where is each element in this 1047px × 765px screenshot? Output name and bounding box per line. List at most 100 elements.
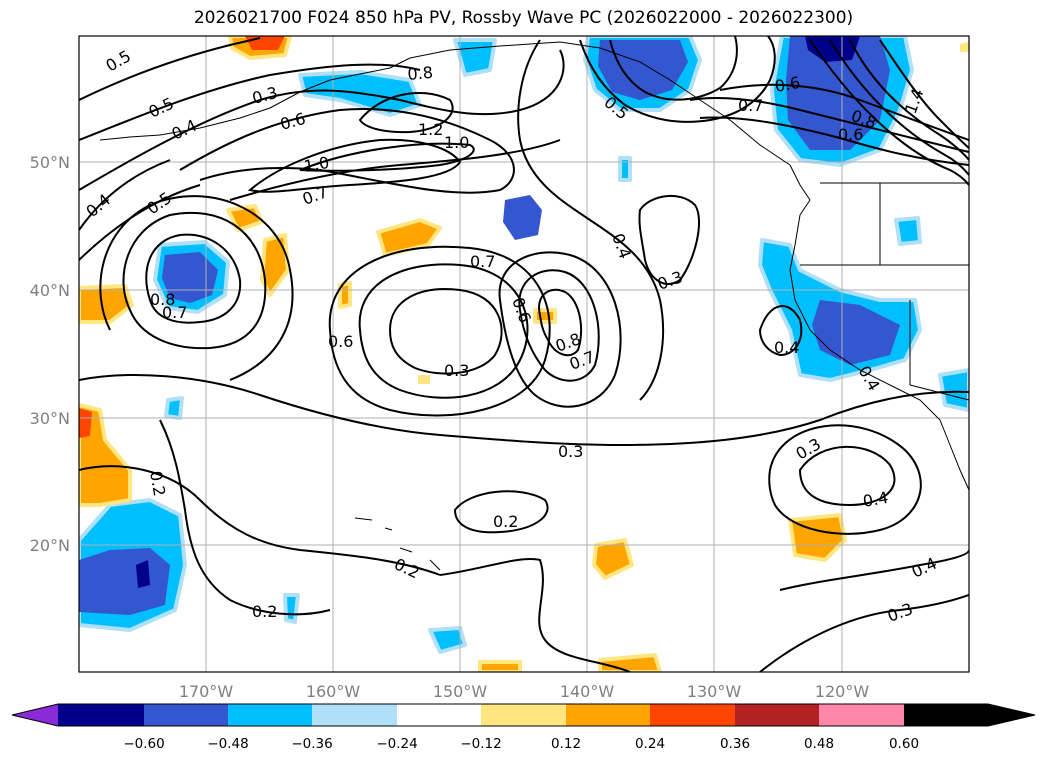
contour-1.4-east (879, 39, 969, 149)
contour-0.4-southeast (779, 549, 969, 591)
pv-contours (79, 36, 969, 672)
contour-0.3-center (388, 288, 503, 375)
clabel: 0.4 (774, 338, 799, 357)
lon-label: 170°W (179, 682, 234, 701)
contour-0.2-a (79, 465, 441, 576)
clabel: 1.2 (418, 120, 443, 139)
contour-0.8-west (145, 233, 242, 324)
fill-neg-lowerleft-core (79, 548, 170, 615)
coast-aleutians (99, 134, 161, 141)
lat-label: 30°N (30, 409, 70, 428)
fill-pos-small9 (478, 660, 522, 672)
contour-0.2-b (159, 419, 331, 616)
coast-westus (789, 214, 969, 491)
contour-0.6-center (358, 263, 529, 399)
contour-0.3-southeast (759, 594, 969, 672)
graticule (79, 36, 969, 672)
clabel: 0.3 (444, 361, 469, 380)
colorbar-outline (11, 703, 1036, 727)
clabel: 0.2 (252, 602, 277, 621)
contour-0.3-eastloop2 (768, 424, 922, 535)
colorbar: −0.60 −0.48 −0.36 −0.24 −0.12 0.12 0.24 … (11, 703, 1036, 752)
contour-0.5-north (79, 37, 261, 101)
fill-neg-small6 (894, 216, 922, 246)
colorbar-tick-label: −0.60 (123, 736, 164, 752)
lat-label: 50°N (30, 153, 70, 172)
plot-title: 2026021700 F024 850 hPa PV, Rossby Wave … (193, 8, 854, 28)
fill-pos-small8 (598, 653, 662, 672)
clabel: 1.0 (302, 153, 330, 176)
contour-0.6-west (99, 195, 294, 381)
contour-1.0 (299, 142, 475, 172)
colorbar-bin (312, 704, 397, 726)
colorbar-bin (566, 704, 650, 726)
fill-neg-small3 (428, 626, 467, 654)
contour-0.3-long (79, 374, 969, 447)
coastlines (99, 41, 969, 571)
fill-pos-westedge (79, 284, 134, 324)
contour-tight3 (809, 39, 969, 186)
colorbar-bin (144, 704, 228, 726)
contour-0.5-ak (579, 36, 776, 123)
colorbar-bin (735, 704, 819, 726)
colorbar-bin (397, 704, 481, 726)
coast-hawaii (354, 517, 441, 571)
contour-0.8 (247, 138, 462, 193)
colorbar-bin (481, 704, 566, 726)
clabel: 0.7 (162, 303, 187, 322)
colorbar-bin (228, 704, 312, 726)
fill-pos-small7 (592, 538, 634, 580)
contour-0.6-inner (498, 251, 622, 408)
clabel: 0.4 (861, 488, 889, 511)
contour-tight2 (829, 39, 969, 176)
map-frame (78, 35, 970, 673)
contour-0.8-inner (538, 288, 583, 357)
lon-label: 120°W (815, 682, 870, 701)
colorbar-tick-label: 0.12 (551, 736, 581, 752)
fill-neg-lowerleft-dark (136, 560, 150, 588)
contour-0.7-center (328, 245, 551, 417)
fill-neg-small7 (618, 156, 632, 182)
fill-pos-small5 (533, 308, 557, 324)
contour-0.7-north (229, 139, 561, 201)
lon-label: 150°W (433, 682, 488, 701)
coast-alaska-south (409, 41, 791, 166)
contour-0.6 (179, 108, 515, 194)
fill-pos-small1 (226, 204, 264, 232)
fill-neg-topright-core (805, 36, 860, 62)
colorbar-tick-label: −0.12 (460, 736, 501, 752)
lat-label: 20°N (30, 536, 70, 555)
colorbar-tick-label: 0.48 (804, 736, 834, 752)
fill-pos-leftedge30 (79, 403, 132, 507)
colorbar-tick-label: −0.48 (207, 736, 248, 752)
fill-pos-small4 (338, 281, 352, 309)
contour-0.3-eastloop (638, 194, 701, 285)
latitude-labels: 50°N 40°N 30°N 20°N (30, 153, 70, 555)
contour-0.4-central (517, 39, 665, 401)
clabel: 0.8 (407, 63, 434, 84)
contour-0.4-a (79, 49, 565, 191)
fill-neg-small9 (164, 396, 184, 420)
colorbar-extend-min (12, 704, 58, 726)
colorbar-tick-label: 0.36 (720, 736, 750, 752)
fill-neg-small4 (938, 368, 969, 412)
lon-label: 130°W (687, 682, 742, 701)
colorbar-ticks: −0.60 −0.48 −0.36 −0.24 −0.12 0.12 0.24 … (123, 736, 919, 752)
contour-0.4-eastloop (798, 445, 896, 507)
fill-neg-small8 (283, 593, 300, 624)
contour-0.4-b (79, 159, 171, 231)
lat-label: 40°N (30, 281, 70, 300)
contour-0.7-inner (518, 269, 600, 382)
colorbar-bin (58, 704, 144, 726)
clabel: 1.0 (444, 133, 469, 152)
contour-1.2 (358, 92, 454, 134)
contour-0.5-a (79, 63, 421, 141)
fill-pos-small11 (960, 42, 969, 52)
fill-pos-small10 (418, 375, 430, 384)
contour-0.2-loop (453, 490, 549, 534)
clabel: 0.6 (773, 73, 801, 96)
lon-label: 160°W (306, 682, 361, 701)
fill-pos-top-core (245, 36, 285, 50)
colorbar-tick-label: 0.24 (635, 736, 665, 752)
